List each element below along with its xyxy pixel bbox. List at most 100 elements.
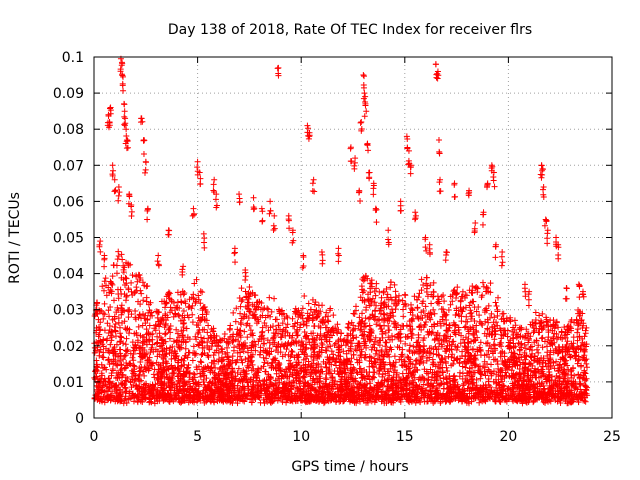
data-point <box>268 308 275 315</box>
data-point <box>485 302 492 309</box>
data-point <box>362 338 369 345</box>
data-point <box>234 326 241 333</box>
data-point <box>523 399 530 406</box>
data-point <box>581 352 588 359</box>
data-point <box>493 319 500 326</box>
data-point <box>335 352 342 359</box>
data-point <box>461 387 468 394</box>
data-point <box>474 285 481 292</box>
data-point <box>254 316 261 323</box>
data-point <box>415 334 422 341</box>
data-point <box>210 334 217 341</box>
data-point <box>358 348 365 355</box>
data-point <box>153 359 160 366</box>
data-point <box>116 324 123 331</box>
data-point <box>250 365 257 372</box>
data-point <box>472 362 479 369</box>
data-point <box>265 306 272 313</box>
data-point <box>406 342 413 349</box>
data-point <box>238 357 245 364</box>
data-point <box>232 318 239 325</box>
data-point <box>530 357 537 364</box>
data-point <box>435 361 442 368</box>
data-point <box>300 356 307 363</box>
points-layer <box>91 55 591 407</box>
data-point <box>292 305 299 312</box>
data-point <box>314 332 321 339</box>
data-point <box>123 275 130 282</box>
data-point <box>350 310 357 317</box>
data-point <box>115 353 122 360</box>
data-point <box>313 314 320 321</box>
data-point <box>318 318 325 325</box>
data-point <box>170 338 177 345</box>
data-point <box>249 361 256 368</box>
data-point <box>331 381 338 388</box>
data-point <box>241 373 248 380</box>
data-point <box>427 366 434 373</box>
data-point <box>517 333 524 340</box>
data-point <box>488 387 495 394</box>
data-point <box>385 375 392 382</box>
data-point <box>238 298 245 305</box>
data-point <box>455 311 462 318</box>
data-point <box>339 398 346 405</box>
data-point <box>314 313 321 320</box>
data-point <box>186 383 193 390</box>
data-point <box>230 382 237 389</box>
data-point <box>409 326 416 333</box>
data-point <box>381 301 388 308</box>
data-point <box>335 394 342 401</box>
data-point <box>181 380 188 387</box>
data-point <box>430 306 437 313</box>
data-point <box>252 341 259 348</box>
data-point <box>371 369 378 376</box>
data-point <box>461 324 468 331</box>
data-point <box>225 361 232 368</box>
data-point <box>468 309 475 316</box>
data-point <box>567 324 574 331</box>
data-point <box>166 335 173 342</box>
data-point <box>304 310 311 317</box>
data-point <box>223 376 230 383</box>
data-point <box>157 378 164 385</box>
data-point <box>139 279 146 286</box>
data-point <box>492 299 499 306</box>
data-point <box>575 371 582 378</box>
data-point <box>463 292 470 299</box>
data-point <box>107 392 114 399</box>
data-point <box>236 330 243 337</box>
data-point <box>453 347 460 353</box>
data-point <box>190 370 197 377</box>
data-point <box>392 324 399 331</box>
data-point <box>494 308 501 315</box>
data-point <box>179 332 186 339</box>
data-point <box>161 324 168 331</box>
data-point <box>345 347 352 354</box>
data-point <box>432 335 439 342</box>
data-point <box>208 364 215 371</box>
data-point <box>395 298 402 305</box>
data-point <box>209 327 216 334</box>
data-point <box>99 283 106 290</box>
data-point <box>537 383 544 390</box>
data-point <box>229 338 236 345</box>
data-point <box>122 393 129 400</box>
data-point <box>325 318 332 325</box>
data-point <box>505 385 512 392</box>
data-point <box>420 375 427 382</box>
data-point <box>196 317 203 324</box>
data-point <box>440 336 447 343</box>
data-point <box>290 339 297 346</box>
data-point <box>94 386 101 393</box>
data-point <box>166 347 173 354</box>
data-point <box>507 318 514 325</box>
data-point <box>308 330 315 337</box>
data-point <box>395 390 402 397</box>
data-point <box>580 374 587 381</box>
data-point <box>406 365 413 372</box>
data-point <box>356 396 363 403</box>
data-point <box>291 323 298 330</box>
data-point <box>582 382 589 389</box>
